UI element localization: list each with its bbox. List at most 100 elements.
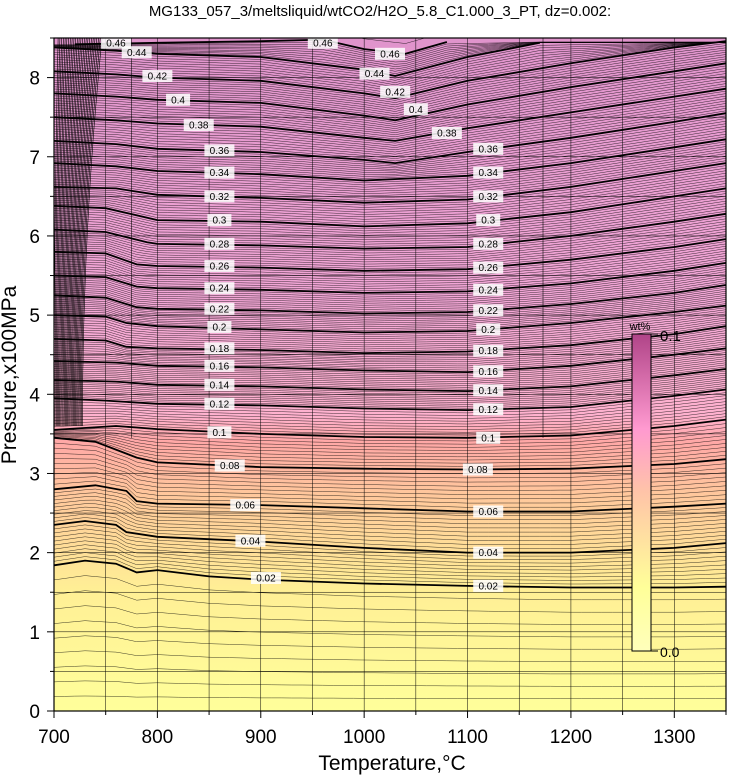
fine-contour-line-124: [54, 218, 726, 254]
fine-contour-line-196: [54, 42, 726, 81]
contour-label: 0.14: [204, 378, 235, 391]
contour-label-bg: [473, 166, 504, 179]
contour-label-text: 0.34: [478, 168, 498, 179]
contour-label-bg: [142, 70, 173, 83]
fine-contour-line-108: [54, 260, 726, 291]
contour-label: 0.18: [473, 344, 504, 357]
fine-contour-line-43: [54, 427, 726, 445]
fine-contour-line-91: [54, 301, 726, 329]
contour-line-0.08: [54, 436, 726, 471]
contour-label-bg: [476, 214, 501, 227]
colorbar-min-label: 0.0: [660, 644, 680, 660]
contour-label-text: 0.26: [478, 263, 498, 274]
fine-contour-line-88: [54, 309, 726, 337]
fine-contour-line-177: [54, 70, 726, 127]
fine-contour-line-31: [54, 463, 726, 491]
fine-contour-line-132: [54, 195, 726, 234]
fine-contour-line-82: [54, 321, 726, 350]
fine-contour-line-125: [54, 216, 726, 252]
fine-contour-line-131: [54, 198, 726, 236]
contour-label-bg: [476, 323, 501, 336]
fine-contour-line-34: [54, 447, 726, 479]
fine-contour-line-95: [54, 293, 726, 322]
contour-line-0.42: [54, 40, 726, 100]
x-axis: 700 800 900 1000 1100 1200 1300: [38, 711, 727, 748]
y-tick-label: 6: [29, 227, 40, 248]
contour-label-text: 0.16: [478, 367, 498, 378]
fine-contour-line-83: [54, 319, 726, 348]
contour-label: 0.28: [473, 237, 504, 250]
contour-label-bg: [403, 103, 428, 116]
contour-label-bg: [431, 127, 462, 140]
fine-contour-line-184: [54, 52, 726, 110]
fine-contour-line-87: [54, 311, 726, 339]
contour-label-text: 0.32: [478, 192, 498, 203]
x-tick-label: 1000: [343, 727, 385, 748]
fine-contour-line-16: [54, 528, 726, 560]
fine-contour-line-168: [54, 95, 726, 148]
fine-contour-line-100: [54, 280, 726, 310]
fine-contour-line-129: [54, 203, 726, 240]
fine-contour-line-64: [54, 364, 726, 388]
fine-contour-line-130: [54, 200, 726, 238]
contour-label-text: 0.46: [106, 38, 126, 49]
contour-label-text: 0.16: [210, 361, 230, 372]
contour-label-text: 0.42: [385, 87, 405, 98]
contour-label-bg: [473, 384, 504, 397]
contour-label-bg: [204, 237, 235, 250]
contour-label-text: 0.04: [478, 548, 498, 559]
fine-contour-line-134: [54, 190, 726, 229]
fine-contour-line-152: [54, 141, 726, 183]
fine-contour-line-69: [54, 354, 726, 379]
fine-contour-line-44: [54, 423, 726, 442]
y-axis: 0 1 2 3 4 5 6 7 8: [29, 37, 54, 723]
fine-contour-line-25: [54, 492, 726, 520]
contour-label: 0.2: [207, 320, 232, 333]
fine-contour-line-164: [54, 105, 726, 157]
fine-contour-line-156: [54, 128, 726, 173]
y-tick-label: 2: [29, 544, 40, 565]
fine-contour-line-74: [54, 341, 726, 367]
contour-label: 0.1: [476, 431, 501, 444]
y-tick-label: 3: [29, 464, 40, 485]
y-tick-label: 8: [29, 69, 40, 90]
fine-contour-line-145: [54, 158, 726, 199]
fine-contour-line-187: [54, 45, 726, 103]
fine-contour-line-75: [54, 339, 726, 365]
fine-contour-line-119: [54, 231, 726, 265]
contour-label-bg: [359, 67, 390, 80]
x-tick-label: 1200: [550, 727, 592, 748]
fine-contour-line-103: [54, 273, 726, 304]
contour-label-text: 0.28: [210, 239, 230, 250]
contour-label: 0.42: [142, 70, 173, 83]
fine-contour-line-61: [54, 372, 726, 396]
fine-contour-line-63: [54, 366, 726, 390]
contour-label: 0.08: [462, 463, 493, 476]
contour-label-text: 0.38: [437, 129, 457, 140]
fine-contour-line-148: [54, 150, 726, 192]
fine-contour-line-51: [54, 398, 726, 419]
fine-contour-line-9: [54, 556, 726, 585]
fine-contour-line-93: [54, 297, 726, 326]
fine-contour-line-208: [54, 19, 726, 33]
contour-label: 0.04: [235, 534, 266, 547]
contour-label-text: 0.22: [478, 306, 498, 317]
fine-contour-line-133: [54, 193, 726, 232]
contour-label: 0.22: [204, 302, 235, 315]
fine-contour-line-47: [54, 410, 726, 430]
contour-label: 0.36: [204, 144, 235, 157]
contour-line-0.3: [54, 187, 726, 228]
fine-contour-line-178: [54, 68, 726, 125]
contour-label: 0.26: [473, 261, 504, 274]
grid: [54, 38, 726, 711]
fine-contour-line-159: [54, 120, 726, 169]
fine-contour-line-65: [54, 362, 726, 386]
fine-contour-line-7: [54, 590, 726, 613]
fine-contour-line-146: [54, 155, 726, 197]
fine-contour-line-46: [54, 413, 726, 433]
fine-contour-line-123: [54, 221, 726, 256]
fine-contour-line-20: [54, 510, 726, 541]
fine-contour-line-86: [54, 313, 726, 342]
fine-contour-line-155: [54, 131, 726, 175]
fine-contour-line-174: [54, 78, 726, 133]
